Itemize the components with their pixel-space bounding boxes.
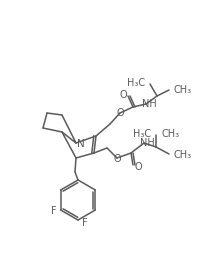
Text: N: N <box>77 139 85 149</box>
Text: CH₃: CH₃ <box>174 85 192 95</box>
Text: NH: NH <box>140 138 154 148</box>
Text: O: O <box>134 162 142 172</box>
Text: F: F <box>51 206 57 216</box>
Text: NH: NH <box>142 99 156 109</box>
Text: CH₃: CH₃ <box>161 129 179 139</box>
Text: O: O <box>116 108 124 118</box>
Text: F: F <box>82 218 88 228</box>
Text: H₃C: H₃C <box>133 129 151 139</box>
Text: O: O <box>119 90 127 100</box>
Text: H₃C: H₃C <box>127 78 145 88</box>
Text: O: O <box>113 154 121 164</box>
Text: CH₃: CH₃ <box>174 150 192 160</box>
